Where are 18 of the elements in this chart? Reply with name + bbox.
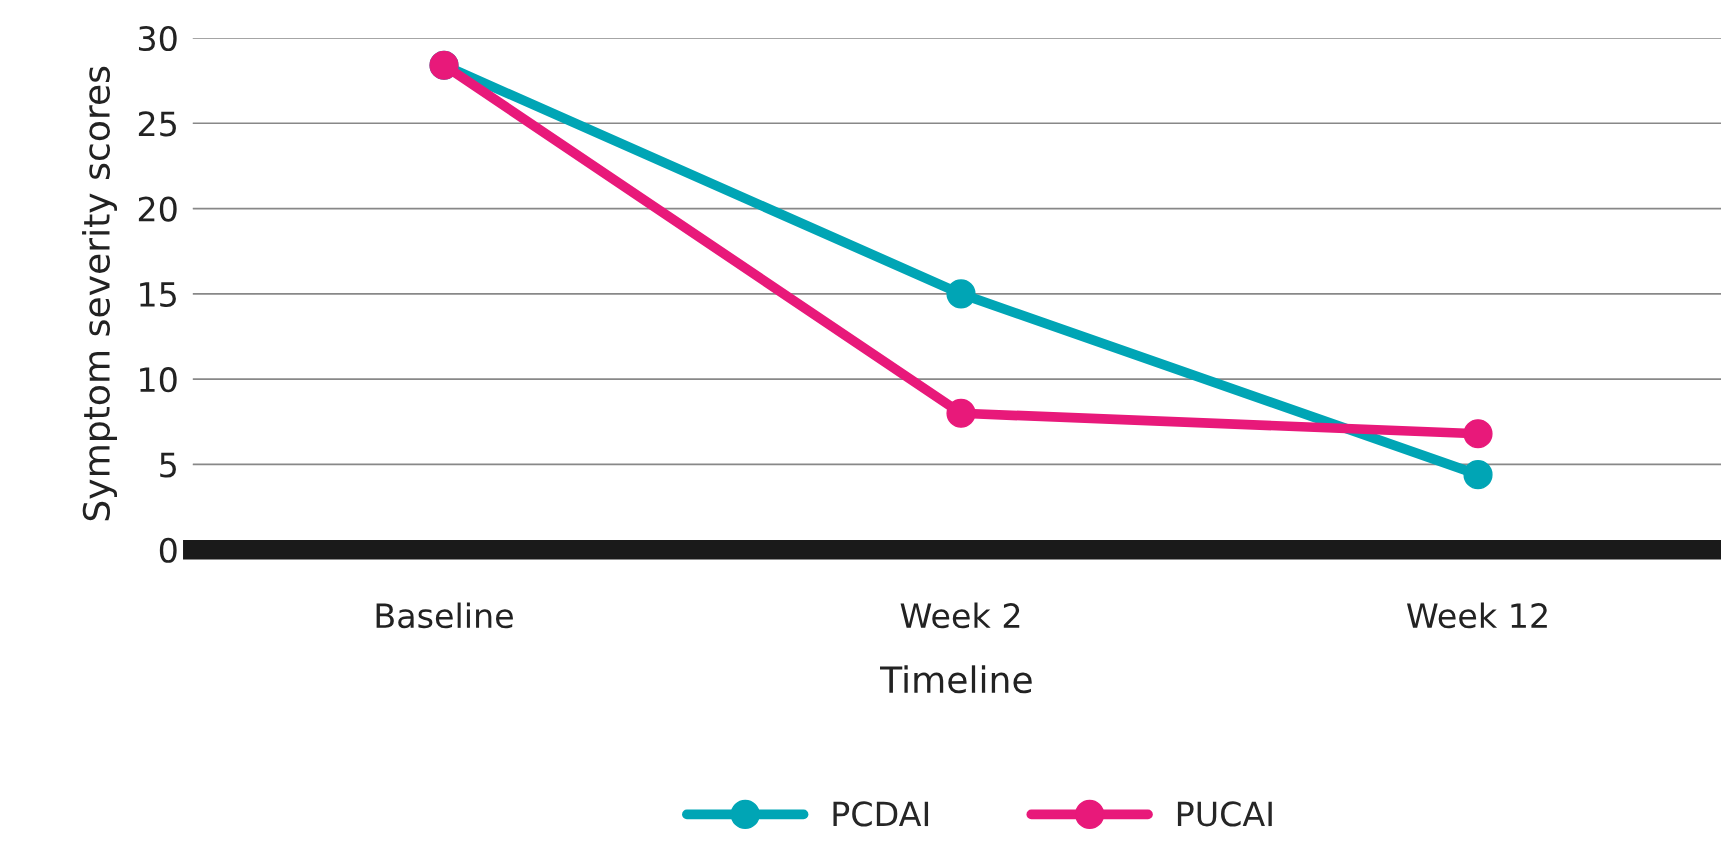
y-axis-title: Symptom severity scores	[82, 66, 117, 521]
legend-label: PUCAI	[1177, 801, 1272, 827]
y-tick-label: 5	[160, 452, 176, 478]
y-tick-label: 10	[140, 367, 177, 393]
x-tick-label: Week 2	[900, 602, 1020, 629]
y-tick-label: 30	[138, 25, 177, 52]
point	[1463, 460, 1493, 490]
point	[1463, 419, 1493, 449]
point	[946, 398, 976, 428]
y-tick-label: 0	[159, 537, 177, 563]
point	[946, 279, 976, 309]
y-tick-label: 15	[140, 282, 176, 307]
y-tick-label: 20	[138, 196, 177, 222]
legend-label: PCDAI	[833, 801, 929, 827]
x-tick-label: Baseline	[376, 602, 513, 629]
x-axis-title: Timeline	[880, 665, 1032, 694]
x-tick-label: Week 12	[1406, 602, 1547, 629]
y-tick-label: 25	[138, 111, 176, 137]
